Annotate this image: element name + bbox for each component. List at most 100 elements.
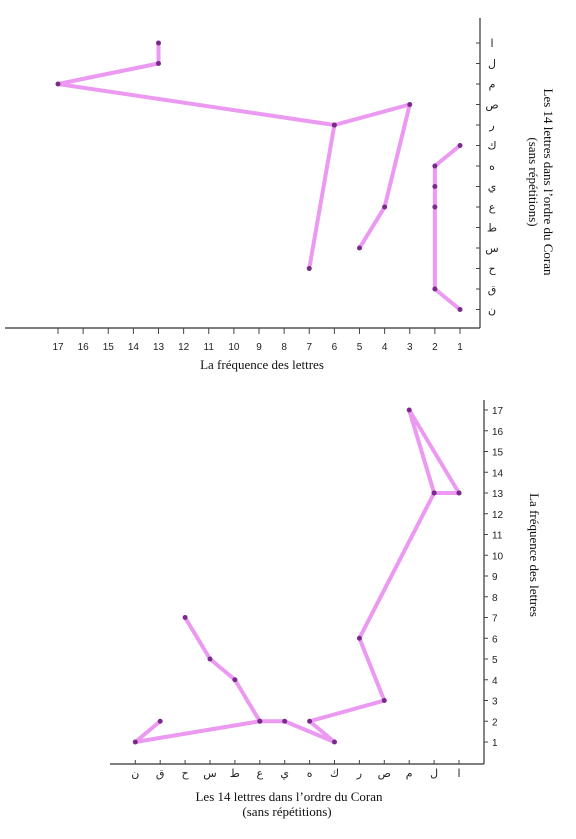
bottom-category-label: ي [280,767,289,780]
bottom-series-line [183,491,437,744]
top-category-label: ي [488,181,497,194]
bottom-series-line [407,408,461,495]
top-category-label: ح [488,263,496,276]
bottom-y-tick-label: 14 [492,468,504,479]
bottom-category-label: ط [230,767,240,780]
top-data-point [432,184,438,189]
top-data-point [432,286,438,292]
bottom-data-point [332,739,337,745]
bottom-y-tick-label: 2 [492,717,498,728]
top-category-label: م [489,78,496,91]
bottom-y-tick-label: 6 [492,634,498,645]
top-data-point [432,163,438,169]
bottom-category-label: ص [378,767,391,780]
top-x-tick-label: 2 [432,342,438,353]
bottom-category-label: ع [257,767,264,780]
top-x-tick-label: 12 [178,342,190,353]
bottom-y-tick-label: 3 [492,697,498,708]
top-data-point [457,307,463,312]
bottom-y-tick-label: 4 [492,676,498,687]
bottom-category-label: م [406,767,413,780]
top-data-point [432,204,438,210]
top-x-tick-label: 11 [204,342,215,353]
top-data-point [306,266,312,271]
top-data-point [357,245,362,251]
top-x-tick-label: 7 [306,342,312,353]
top-data-point [55,81,61,87]
bottom-y-tick-label: 15 [492,448,504,459]
top-data-point [407,102,413,107]
bottom-data-point [257,718,263,724]
top-category-label: ط [487,222,497,235]
bottom-y-tick-label: 17 [492,406,504,417]
bottom-series-line [133,719,262,744]
top-series-line [56,41,337,271]
bottom-category-label: ق [156,767,165,780]
top-x-tick-label: 16 [78,342,90,353]
bottom-category-label: ل [430,767,438,780]
bottom-category-label: ا [457,767,460,780]
top-x-tick-label: 8 [281,342,287,353]
bottom-y-tick-label: 13 [492,489,504,500]
bottom-y-tick-label: 8 [492,593,498,604]
bottom-y-tick-label: 1 [492,738,498,749]
bottom-y-tick-label: 12 [492,510,504,521]
top-x-tick-label: 14 [128,342,140,353]
top-series-line [332,102,412,250]
top-category-label: ص [485,99,498,112]
bottom-y-tick-label: 16 [492,427,504,438]
top-x-tick-label: 3 [407,342,413,353]
top-category-label: ك [487,140,496,153]
bottom-category-label: ح [182,767,190,780]
top-x-tick-label: 10 [228,342,240,353]
top-category-label: ع [489,201,496,214]
bottom-data-point [232,677,238,683]
top-x-tick-label: 17 [52,342,64,353]
bottom-category-label: ن [131,767,139,780]
top-x-tick-label: 5 [357,342,363,353]
bottom-data-point [406,407,412,413]
top-data-point [156,61,161,66]
top-category-label: ا [490,37,493,50]
top-x-axis-title: La fréquence des lettres [200,357,324,372]
top-x-tick-label: 4 [382,342,388,353]
bottom-data-point [381,698,387,703]
top-y-axis-subtitle: (sans répétitions) [526,137,541,226]
bottom-x-axis-subtitle: (sans répétitions) [242,804,331,819]
top-data-point [331,122,337,128]
bottom-data-point [431,490,437,496]
top-category-label: س [485,242,498,255]
bottom-data-point [132,739,138,745]
bottom-x-axis-title: Les 14 lettres dans l’ordre du Coran [195,789,383,804]
top-category-label: ق [488,283,497,296]
bottom-data-point [157,718,163,724]
bottom-y-tick-label: 5 [492,655,498,666]
bottom-y-tick-label: 11 [492,531,503,542]
top-data-point [382,204,388,210]
bottom-data-point [456,490,462,496]
bottom-data-point [207,656,213,662]
top-x-tick-label: 15 [103,342,115,353]
bottom-data-point [356,635,362,641]
top-category-label: ن [488,304,496,317]
bottom-category-label: س [203,767,216,780]
top-x-tick-label: 1 [457,342,463,353]
top-category-label: ه [489,160,495,173]
bottom-y-tick-label: 10 [492,551,504,562]
bottom-category-label: ه [307,767,313,780]
bottom-category-label: ك [330,767,339,780]
top-data-point [156,40,161,46]
top-category-label: ر [488,119,494,132]
bottom-y-tick-label: 7 [492,614,498,625]
bottom-data-point [182,615,188,620]
bottom-data-point [282,718,288,724]
top-x-tick-label: 6 [332,342,338,353]
top-data-point [457,143,463,148]
top-x-tick-label: 13 [153,342,165,353]
bottom-y-tick-label: 9 [492,572,498,583]
top-category-label: ل [488,58,496,71]
bottom-category-label: ر [356,767,362,780]
